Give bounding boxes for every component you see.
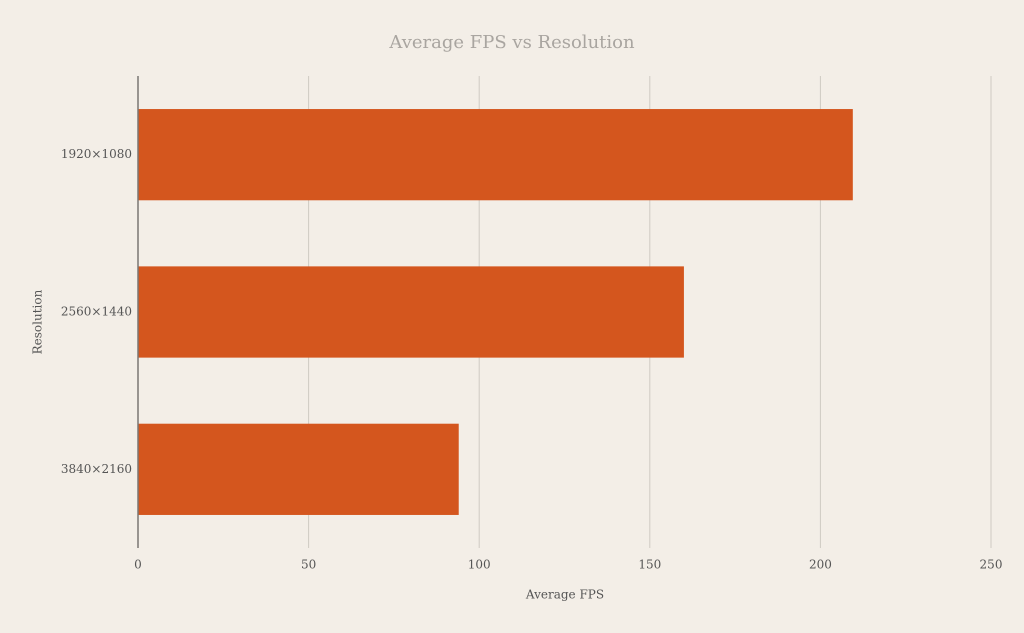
bar <box>138 423 459 515</box>
y-axis-label: Resolution <box>31 289 45 354</box>
bar <box>138 109 853 201</box>
y-tick-label: 2560×1440 <box>61 305 132 319</box>
x-tick-label: 200 <box>809 558 832 572</box>
bar <box>138 266 684 358</box>
x-axis-label: Average FPS <box>525 588 604 602</box>
x-tick-label: 150 <box>638 558 661 572</box>
y-tick-label: 1920×1080 <box>61 147 132 161</box>
x-tick-label: 250 <box>980 558 1003 572</box>
x-tick-label: 0 <box>134 558 142 572</box>
x-tick-label: 50 <box>301 558 316 572</box>
x-tick-label: 100 <box>468 558 491 572</box>
y-tick-label: 3840×2160 <box>61 462 132 476</box>
chart-title: Average FPS vs Resolution <box>388 32 635 53</box>
